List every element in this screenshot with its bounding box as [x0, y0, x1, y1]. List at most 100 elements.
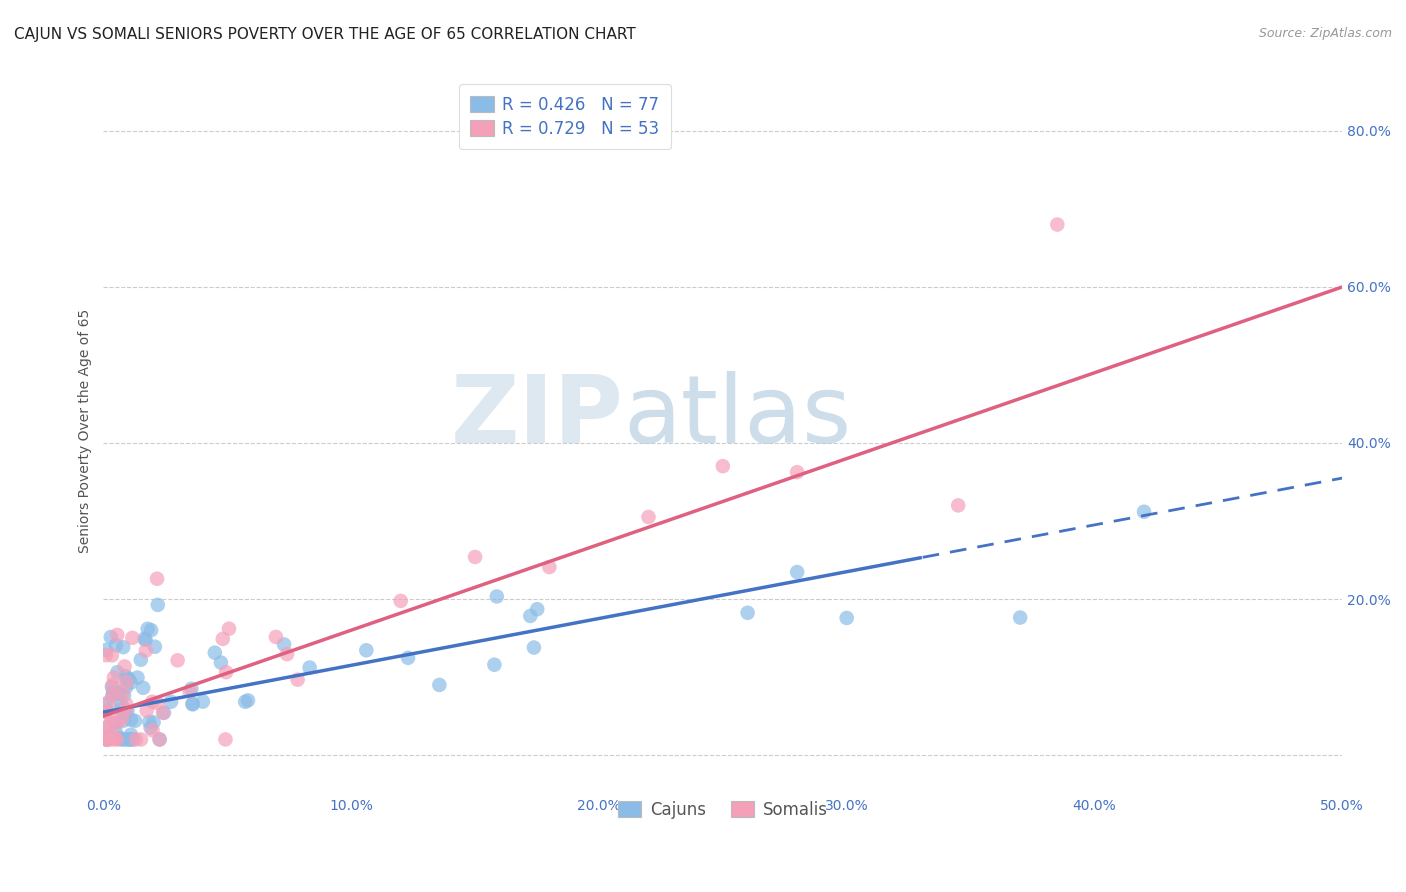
Point	[114, 669, 136, 683]
Point	[118, 732, 141, 747]
Point	[160, 695, 183, 709]
Point	[134, 632, 156, 646]
Point	[104, 715, 127, 730]
Point	[121, 732, 143, 747]
Point	[101, 688, 124, 702]
Point	[204, 646, 226, 660]
Point	[1010, 610, 1032, 624]
Point	[101, 685, 124, 699]
Point	[100, 716, 122, 731]
Point	[121, 631, 143, 645]
Point	[114, 706, 136, 720]
Point	[104, 723, 127, 738]
Point	[111, 686, 134, 700]
Point	[117, 671, 139, 685]
Point	[166, 653, 188, 667]
Point	[94, 648, 117, 663]
Point	[120, 675, 142, 690]
Point	[110, 731, 132, 745]
Point	[287, 673, 309, 687]
Point	[105, 665, 128, 680]
Point	[637, 510, 659, 524]
Point	[148, 732, 170, 747]
Point	[519, 609, 541, 624]
Point	[218, 622, 240, 636]
Point	[115, 697, 138, 711]
Point	[215, 665, 238, 680]
Point	[101, 689, 124, 703]
Legend: Cajuns, Somalis: Cajuns, Somalis	[612, 794, 834, 826]
Text: Source: ZipAtlas.com: Source: ZipAtlas.com	[1258, 27, 1392, 40]
Point	[485, 590, 508, 604]
Point	[96, 720, 118, 734]
Point	[149, 732, 172, 747]
Point	[112, 714, 135, 728]
Point	[110, 702, 132, 716]
Point	[786, 465, 808, 479]
Point	[94, 729, 117, 743]
Point	[209, 656, 232, 670]
Point	[135, 704, 157, 718]
Point	[115, 675, 138, 690]
Point	[124, 714, 146, 728]
Point	[214, 732, 236, 747]
Point	[276, 647, 298, 661]
Point	[110, 732, 132, 747]
Point	[97, 730, 120, 744]
Point	[141, 723, 163, 738]
Point	[153, 706, 176, 720]
Point	[786, 565, 808, 579]
Point	[118, 732, 141, 747]
Point	[103, 732, 125, 747]
Point	[103, 671, 125, 685]
Point	[96, 704, 118, 718]
Point	[141, 695, 163, 709]
Point	[273, 638, 295, 652]
Point	[108, 686, 131, 700]
Point	[181, 697, 204, 711]
Point	[396, 650, 419, 665]
Point	[114, 732, 136, 747]
Point	[129, 653, 152, 667]
Point	[114, 659, 136, 673]
Point	[356, 643, 378, 657]
Point	[146, 572, 169, 586]
Point	[523, 640, 546, 655]
Point	[112, 640, 135, 655]
Point	[105, 732, 128, 747]
Point	[96, 732, 118, 747]
Point	[298, 660, 321, 674]
Y-axis label: Seniors Poverty Over the Age of 65: Seniors Poverty Over the Age of 65	[79, 310, 93, 553]
Point	[233, 695, 256, 709]
Text: ZIP: ZIP	[451, 371, 624, 463]
Point	[114, 703, 136, 717]
Point	[103, 731, 125, 745]
Point	[117, 704, 139, 718]
Point	[127, 671, 149, 685]
Text: atlas: atlas	[624, 371, 852, 463]
Point	[1133, 505, 1156, 519]
Point	[105, 716, 128, 731]
Point	[115, 680, 138, 694]
Point	[146, 696, 169, 710]
Point	[111, 712, 134, 726]
Point	[146, 598, 169, 612]
Point	[211, 632, 233, 646]
Point	[120, 728, 142, 742]
Point	[97, 732, 120, 747]
Point	[132, 681, 155, 695]
Point	[141, 623, 163, 637]
Point	[96, 732, 118, 747]
Text: CAJUN VS SOMALI SENIORS POVERTY OVER THE AGE OF 65 CORRELATION CHART: CAJUN VS SOMALI SENIORS POVERTY OVER THE…	[14, 27, 636, 42]
Point	[125, 732, 148, 747]
Point	[94, 732, 117, 747]
Point	[100, 630, 122, 644]
Point	[135, 632, 157, 647]
Point	[115, 672, 138, 686]
Point	[142, 715, 165, 730]
Point	[105, 638, 128, 652]
Point	[1046, 218, 1069, 232]
Point	[98, 707, 121, 722]
Point	[429, 678, 451, 692]
Point	[835, 611, 858, 625]
